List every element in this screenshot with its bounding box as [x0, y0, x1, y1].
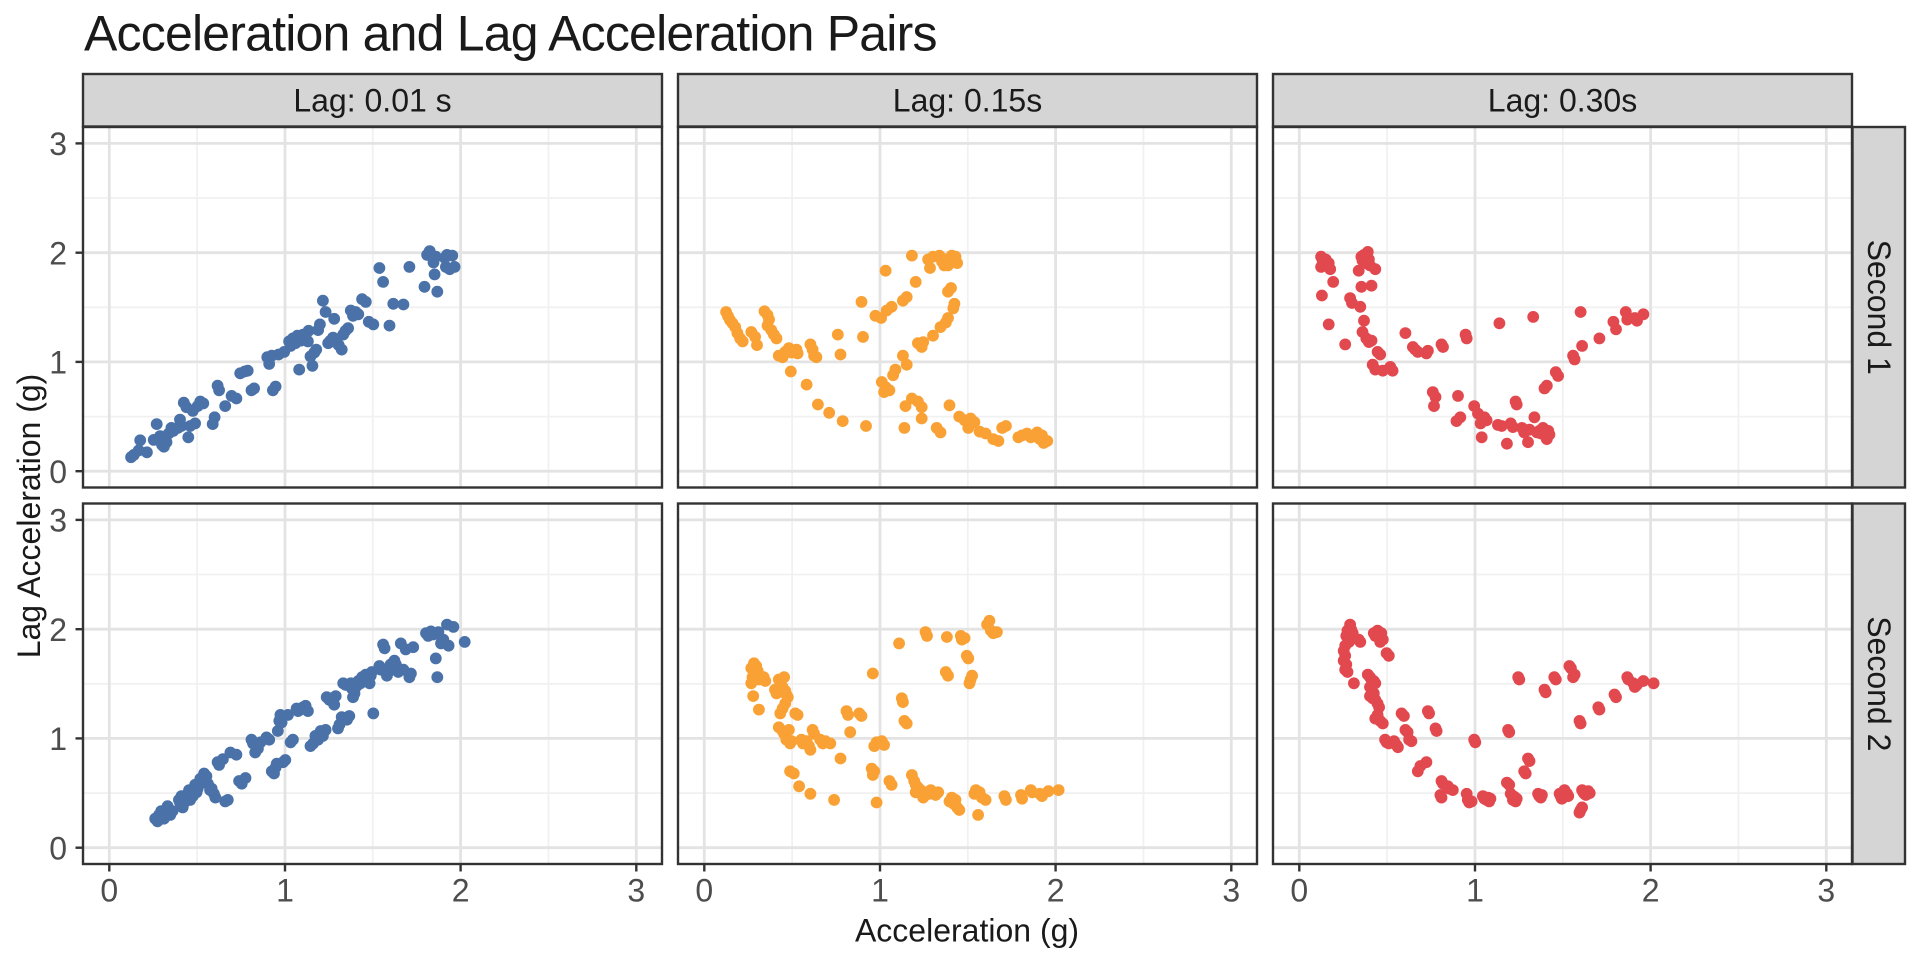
- svg-text:Second 1: Second 1: [1861, 240, 1897, 375]
- svg-text:1: 1: [871, 873, 889, 909]
- svg-text:0: 0: [1290, 873, 1308, 909]
- svg-text:2: 2: [49, 235, 67, 271]
- svg-text:3: 3: [1817, 873, 1835, 909]
- svg-text:1: 1: [49, 345, 67, 381]
- svg-text:3: 3: [49, 503, 67, 539]
- svg-text:0: 0: [49, 830, 67, 866]
- svg-text:2: 2: [452, 873, 470, 909]
- svg-text:Acceleration (g): Acceleration (g): [855, 913, 1079, 949]
- svg-text:1: 1: [1466, 873, 1484, 909]
- svg-text:1: 1: [49, 721, 67, 757]
- svg-text:Lag: 0.01 s: Lag: 0.01 s: [293, 83, 451, 119]
- svg-text:Lag: 0.30s: Lag: 0.30s: [1488, 83, 1637, 119]
- svg-text:2: 2: [49, 612, 67, 648]
- svg-text:3: 3: [1222, 873, 1240, 909]
- svg-text:Second 2: Second 2: [1861, 616, 1897, 751]
- svg-text:Acceleration and Lag Accelerat: Acceleration and Lag Acceleration Pairs: [84, 6, 937, 62]
- svg-text:2: 2: [1047, 873, 1065, 909]
- svg-text:2: 2: [1642, 873, 1660, 909]
- svg-text:3: 3: [49, 126, 67, 162]
- svg-text:3: 3: [627, 873, 645, 909]
- svg-text:Lag Acceleration (g): Lag Acceleration (g): [11, 374, 47, 659]
- svg-text:0: 0: [695, 873, 713, 909]
- svg-text:0: 0: [100, 873, 118, 909]
- svg-text:Lag: 0.15s: Lag: 0.15s: [893, 83, 1042, 119]
- svg-text:1: 1: [276, 873, 294, 909]
- svg-text:0: 0: [49, 454, 67, 490]
